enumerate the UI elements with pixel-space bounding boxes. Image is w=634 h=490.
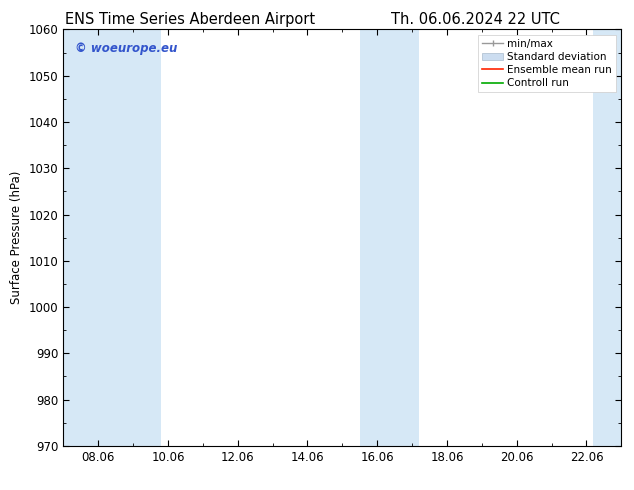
Legend: min/max, Standard deviation, Ensemble mean run, Controll run: min/max, Standard deviation, Ensemble me… <box>478 35 616 92</box>
Text: Th. 06.06.2024 22 UTC: Th. 06.06.2024 22 UTC <box>391 12 560 27</box>
Bar <box>63 29 161 446</box>
Bar <box>359 29 419 446</box>
Text: ENS Time Series Aberdeen Airport: ENS Time Series Aberdeen Airport <box>65 12 315 27</box>
Bar <box>593 29 621 446</box>
Text: © woeurope.eu: © woeurope.eu <box>75 42 177 55</box>
Y-axis label: Surface Pressure (hPa): Surface Pressure (hPa) <box>10 171 23 304</box>
